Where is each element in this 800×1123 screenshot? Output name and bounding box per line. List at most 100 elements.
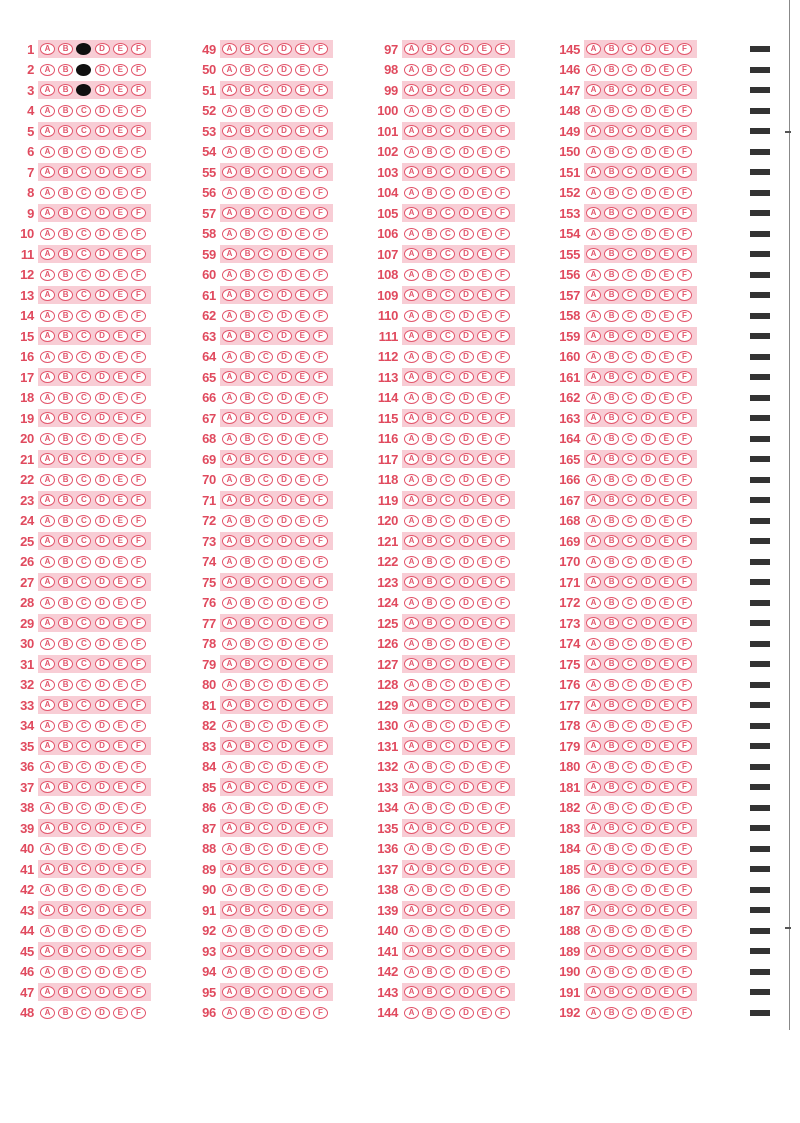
bubble-b[interactable]: B — [604, 392, 619, 404]
bubble-e[interactable]: E — [477, 474, 492, 486]
bubble-d[interactable]: D — [641, 392, 656, 404]
bubble-e[interactable]: E — [295, 515, 310, 527]
bubble-c[interactable]: C — [622, 289, 637, 301]
bubble-c[interactable]: C — [76, 64, 91, 76]
bubble-e[interactable]: E — [477, 556, 492, 568]
bubble-a[interactable]: A — [222, 392, 237, 404]
bubble-a[interactable]: A — [404, 125, 419, 137]
bubble-a[interactable]: A — [222, 228, 237, 240]
bubble-a[interactable]: A — [404, 84, 419, 96]
bubble-c[interactable]: C — [258, 84, 273, 96]
bubble-b[interactable]: B — [240, 433, 255, 445]
bubble-a[interactable]: A — [404, 207, 419, 219]
bubble-a[interactable]: A — [586, 351, 601, 363]
bubble-a[interactable]: A — [586, 228, 601, 240]
bubble-e[interactable]: E — [659, 207, 674, 219]
bubble-f[interactable]: F — [313, 433, 328, 445]
bubble-f[interactable]: F — [495, 146, 510, 158]
bubble-e[interactable]: E — [295, 228, 310, 240]
bubble-d[interactable]: D — [641, 925, 656, 937]
bubble-d[interactable]: D — [641, 576, 656, 588]
bubble-a[interactable]: A — [404, 64, 419, 76]
bubble-b[interactable]: B — [240, 966, 255, 978]
bubble-f[interactable]: F — [495, 761, 510, 773]
bubble-d[interactable]: D — [277, 105, 292, 117]
bubble-b[interactable]: B — [58, 576, 73, 588]
bubble-d[interactable]: D — [459, 64, 474, 76]
bubble-c[interactable]: C — [76, 453, 91, 465]
bubble-e[interactable]: E — [113, 720, 128, 732]
bubble-d[interactable]: D — [95, 146, 110, 158]
bubble-b[interactable]: B — [604, 187, 619, 199]
bubble-b[interactable]: B — [58, 474, 73, 486]
bubble-f[interactable]: F — [495, 966, 510, 978]
bubble-f[interactable]: F — [313, 617, 328, 629]
bubble-a[interactable]: A — [404, 535, 419, 547]
bubble-d[interactable]: D — [459, 289, 474, 301]
bubble-a[interactable]: A — [404, 43, 419, 55]
bubble-c[interactable]: C — [440, 166, 455, 178]
bubble-e[interactable]: E — [477, 187, 492, 199]
bubble-b[interactable]: B — [604, 925, 619, 937]
bubble-c[interactable]: C — [76, 494, 91, 506]
bubble-d[interactable]: D — [95, 351, 110, 363]
bubble-b[interactable]: B — [604, 986, 619, 998]
bubble-d[interactable]: D — [459, 740, 474, 752]
bubble-f[interactable]: F — [131, 802, 146, 814]
bubble-e[interactable]: E — [659, 925, 674, 937]
bubble-e[interactable]: E — [113, 453, 128, 465]
bubble-b[interactable]: B — [240, 64, 255, 76]
bubble-f[interactable]: F — [677, 474, 692, 486]
bubble-a[interactable]: A — [222, 474, 237, 486]
bubble-d[interactable]: D — [277, 720, 292, 732]
bubble-e[interactable]: E — [659, 105, 674, 117]
bubble-f[interactable]: F — [131, 289, 146, 301]
bubble-b[interactable]: B — [604, 289, 619, 301]
bubble-b[interactable]: B — [240, 269, 255, 281]
bubble-b[interactable]: B — [240, 576, 255, 588]
bubble-b[interactable]: B — [58, 310, 73, 322]
bubble-e[interactable]: E — [113, 617, 128, 629]
bubble-f[interactable]: F — [495, 597, 510, 609]
bubble-b[interactable]: B — [604, 207, 619, 219]
bubble-d[interactable]: D — [277, 699, 292, 711]
bubble-d[interactable]: D — [641, 166, 656, 178]
bubble-d[interactable]: D — [277, 166, 292, 178]
bubble-c[interactable]: C — [440, 125, 455, 137]
bubble-e[interactable]: E — [295, 945, 310, 957]
bubble-a[interactable]: A — [586, 1007, 601, 1019]
bubble-e[interactable]: E — [659, 1007, 674, 1019]
bubble-e[interactable]: E — [113, 146, 128, 158]
bubble-d[interactable]: D — [641, 884, 656, 896]
bubble-c[interactable]: C — [76, 310, 91, 322]
bubble-a[interactable]: A — [586, 330, 601, 342]
bubble-a[interactable]: A — [404, 228, 419, 240]
bubble-b[interactable]: B — [422, 412, 437, 424]
bubble-f[interactable]: F — [495, 638, 510, 650]
bubble-e[interactable]: E — [477, 904, 492, 916]
bubble-d[interactable]: D — [641, 84, 656, 96]
bubble-e[interactable]: E — [477, 597, 492, 609]
bubble-c[interactable]: C — [622, 576, 637, 588]
bubble-b[interactable]: B — [422, 863, 437, 875]
bubble-f[interactable]: F — [313, 207, 328, 219]
bubble-d[interactable]: D — [277, 412, 292, 424]
bubble-e[interactable]: E — [113, 925, 128, 937]
bubble-d[interactable]: D — [641, 187, 656, 199]
bubble-d[interactable]: D — [277, 433, 292, 445]
bubble-c[interactable]: C — [258, 412, 273, 424]
bubble-d[interactable]: D — [95, 617, 110, 629]
bubble-d[interactable]: D — [95, 556, 110, 568]
bubble-a[interactable]: A — [404, 166, 419, 178]
bubble-b[interactable]: B — [58, 289, 73, 301]
bubble-a[interactable]: A — [40, 904, 55, 916]
bubble-f[interactable]: F — [495, 494, 510, 506]
bubble-d[interactable]: D — [95, 166, 110, 178]
bubble-a[interactable]: A — [586, 371, 601, 383]
bubble-e[interactable]: E — [113, 84, 128, 96]
bubble-b[interactable]: B — [240, 638, 255, 650]
bubble-f[interactable]: F — [131, 658, 146, 670]
bubble-a[interactable]: A — [222, 617, 237, 629]
bubble-c[interactable]: C — [622, 351, 637, 363]
bubble-e[interactable]: E — [477, 863, 492, 875]
